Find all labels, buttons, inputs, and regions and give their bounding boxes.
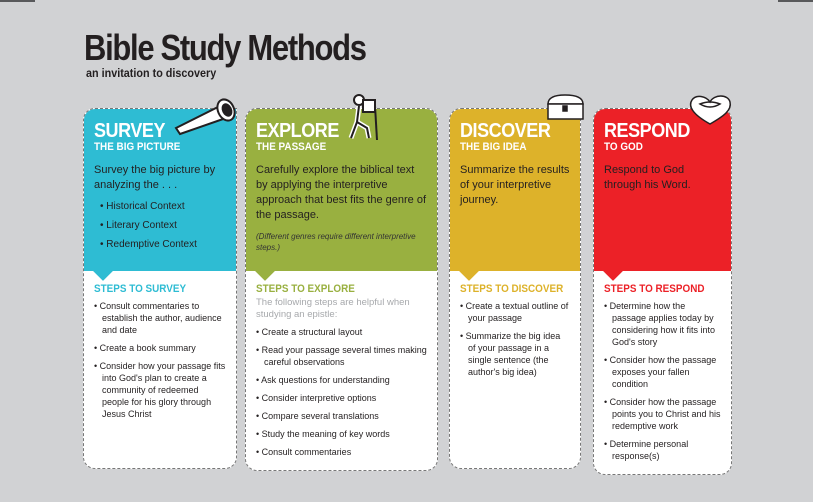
context-item: Literary Context [100,220,226,232]
discover-subtitle: THE BIG IDEA [460,141,527,153]
respond-header: RESPOND TO GOD Respond to God through hi… [594,109,731,281]
respond-title: RESPOND [604,120,690,142]
card-explore: EXPLORE THE PASSAGE Carefully explore th… [245,108,438,471]
step-item: Consult commentaries [256,446,427,458]
explore-steps: STEPS TO EXPLORE The following steps are… [246,271,437,470]
card-survey: SURVEY THE BIG PICTURE Survey the big pi… [83,108,237,469]
step-item: Create a structural layout [256,326,427,338]
step-item: Study the meaning of key words [256,428,427,440]
step-item: Consult commentaries to establish the au… [94,300,226,336]
step-item: Consider how the passage points you to C… [604,396,721,432]
step-item: Determine personal response(s) [604,438,721,462]
corner-mark [0,0,35,2]
explore-header: EXPLORE THE PASSAGE Carefully explore th… [246,109,437,281]
card-respond: RESPOND TO GOD Respond to God through hi… [593,108,732,475]
step-item: Create a book summary [94,342,226,354]
survey-subtitle: THE BIG PICTURE [94,141,181,153]
step-item: Create a textual outline of your passage [460,300,570,324]
explore-title: EXPLORE [256,120,339,142]
step-item: Compare several translations [256,410,427,422]
page-title: Bible Study Methods [84,27,367,68]
heart-icon [689,95,732,125]
discover-title: DISCOVER [460,120,551,142]
context-list: Historical Context Literary Context Rede… [94,201,226,251]
survey-description: Survey the big picture by analyzing the … [94,164,216,191]
discover-steps: STEPS TO DISCOVER Create a textual outli… [450,271,580,390]
context-item: Redemptive Context [100,239,226,251]
page-subtitle: an invitation to discovery [86,66,217,80]
steps-title: STEPS TO RESPOND [604,283,705,295]
step-item: Read your passage several times making c… [256,344,427,368]
step-item: Determine how the passage applies today … [604,300,721,348]
treasure-chest-icon [547,94,584,120]
discover-header: DISCOVER THE BIG IDEA Summarize the resu… [450,109,580,281]
steps-intro: The following steps are helpful when stu… [256,297,410,320]
step-item: Consider how the passage exposes your fa… [604,354,721,390]
respond-description: Respond to God through his Word. [604,164,691,191]
step-item: Consider how your passage fits into God'… [94,360,226,420]
hiker-icon [348,94,378,141]
survey-title: SURVEY [94,120,166,142]
steps-title: STEPS TO SURVEY [94,283,187,295]
steps-title: STEPS TO DISCOVER [460,283,564,295]
step-item: Ask questions for understanding [256,374,427,386]
explore-description: Carefully explore the biblical text by a… [256,164,427,221]
respond-steps: STEPS TO RESPOND Determine how the passa… [594,271,731,474]
card-discover: DISCOVER THE BIG IDEA Summarize the resu… [449,108,581,469]
respond-subtitle: TO GOD [604,141,643,153]
context-item: Historical Context [100,201,226,213]
telescope-icon [174,98,236,136]
step-item: Summarize the big idea of your passage i… [460,330,570,378]
survey-steps: STEPS TO SURVEY Consult commentaries to … [84,271,236,432]
explore-note: (Different genres require different inte… [256,232,416,252]
steps-title: STEPS TO EXPLORE [256,283,355,295]
discover-description: Summarize the results of your interpreti… [460,164,570,206]
step-item: Consider interpretive options [256,392,427,404]
explore-subtitle: THE PASSAGE [256,141,327,153]
corner-mark [778,0,813,2]
survey-header: SURVEY THE BIG PICTURE Survey the big pi… [84,109,236,281]
